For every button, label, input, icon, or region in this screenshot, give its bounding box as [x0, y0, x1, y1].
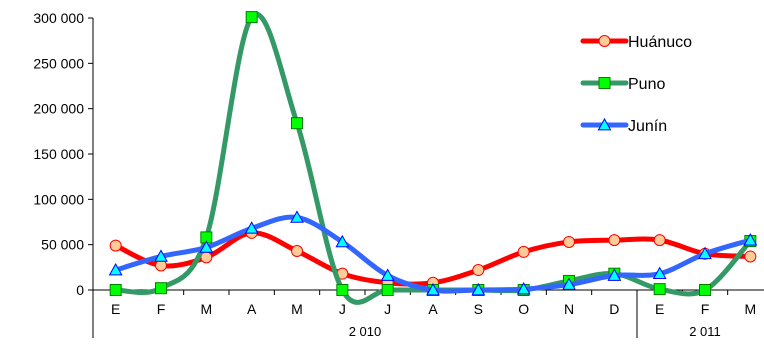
group-label: 2 011	[689, 324, 721, 339]
y-tick-label: 0	[76, 282, 84, 298]
x-tick-label: E	[111, 301, 120, 317]
data-point-huanuco	[608, 234, 621, 247]
data-point-junin	[743, 233, 758, 246]
data-point-junin	[652, 266, 667, 280]
data-point-puno	[653, 283, 666, 296]
data-point-junin	[154, 249, 168, 262]
y-tick-label: 250 000	[33, 55, 84, 71]
x-tick-label: E	[655, 301, 664, 317]
data-point-junin	[335, 234, 350, 248]
axes: 0 50 000 100 000 150 000 200 000 250 000 300 0…	[33, 10, 764, 339]
data-point-puno	[155, 282, 167, 295]
legend-label: Junín	[628, 118, 667, 135]
data-point-huanuco	[517, 245, 530, 258]
data-point-junin	[607, 268, 622, 281]
data-point-junin	[426, 282, 440, 296]
series-huanuco	[109, 226, 757, 289]
x-tick-label: A	[428, 301, 438, 317]
data-point-junin	[516, 282, 531, 295]
data-point-junin	[108, 262, 123, 276]
data-point-puno	[336, 284, 349, 296]
x-tick-label: O	[518, 301, 529, 317]
legend-entry-puno: Puno	[580, 76, 665, 93]
x-tick-label: S	[474, 301, 483, 317]
x-tick-label: M	[200, 301, 212, 317]
data-point-puno	[109, 284, 122, 296]
legend: Huánuco Puno Junín	[580, 34, 692, 135]
data-point-junin	[562, 277, 576, 290]
legend-swatch-marker	[597, 117, 612, 131]
data-point-junin	[244, 221, 259, 234]
y-tick-label: 150 000	[33, 146, 84, 162]
data-point-huanuco	[291, 245, 303, 258]
x-tick-label: F	[701, 301, 710, 317]
data-point-junin	[380, 268, 395, 281]
data-point-puno	[291, 117, 303, 130]
data-point-puno	[381, 284, 394, 296]
x-tick-label: A	[247, 301, 257, 317]
y-tick-label: 300 000	[33, 10, 84, 26]
data-point-puno	[245, 11, 258, 24]
data-point-junin	[698, 246, 712, 260]
x-tick-label: M	[744, 301, 756, 317]
data-point-junin	[471, 282, 486, 296]
y-tick-label: 200 000	[33, 101, 84, 117]
x-tick-label: F	[157, 301, 166, 317]
series-layer	[108, 11, 758, 305]
legend-label: Huánuco	[628, 34, 692, 51]
x-tick-label: J	[384, 301, 391, 317]
data-point-puno	[699, 284, 711, 296]
data-point-huanuco	[472, 264, 485, 277]
x-tick-label: J	[339, 301, 346, 317]
legend-entry-huanuco: Huánuco	[580, 34, 692, 51]
data-point-huanuco	[563, 235, 575, 248]
legend-swatch-marker	[598, 77, 611, 89]
x-tick-label: D	[609, 301, 619, 317]
legend-swatch-marker	[598, 35, 611, 47]
data-point-huanuco	[109, 239, 122, 252]
data-point-huanuco	[744, 250, 757, 263]
legend-label: Puno	[628, 76, 665, 93]
y-tick-label: 50 000	[41, 237, 84, 253]
data-point-junin	[290, 210, 304, 223]
data-point-junin	[199, 240, 214, 253]
x-tick-label: N	[564, 301, 574, 317]
data-point-huanuco	[653, 234, 666, 247]
group-label: 2 010	[349, 324, 382, 339]
legend-entry-junin: Junín	[580, 117, 667, 135]
series-junin	[108, 210, 758, 296]
y-tick-label: 100 000	[33, 191, 84, 207]
x-tick-label: M	[291, 301, 303, 317]
